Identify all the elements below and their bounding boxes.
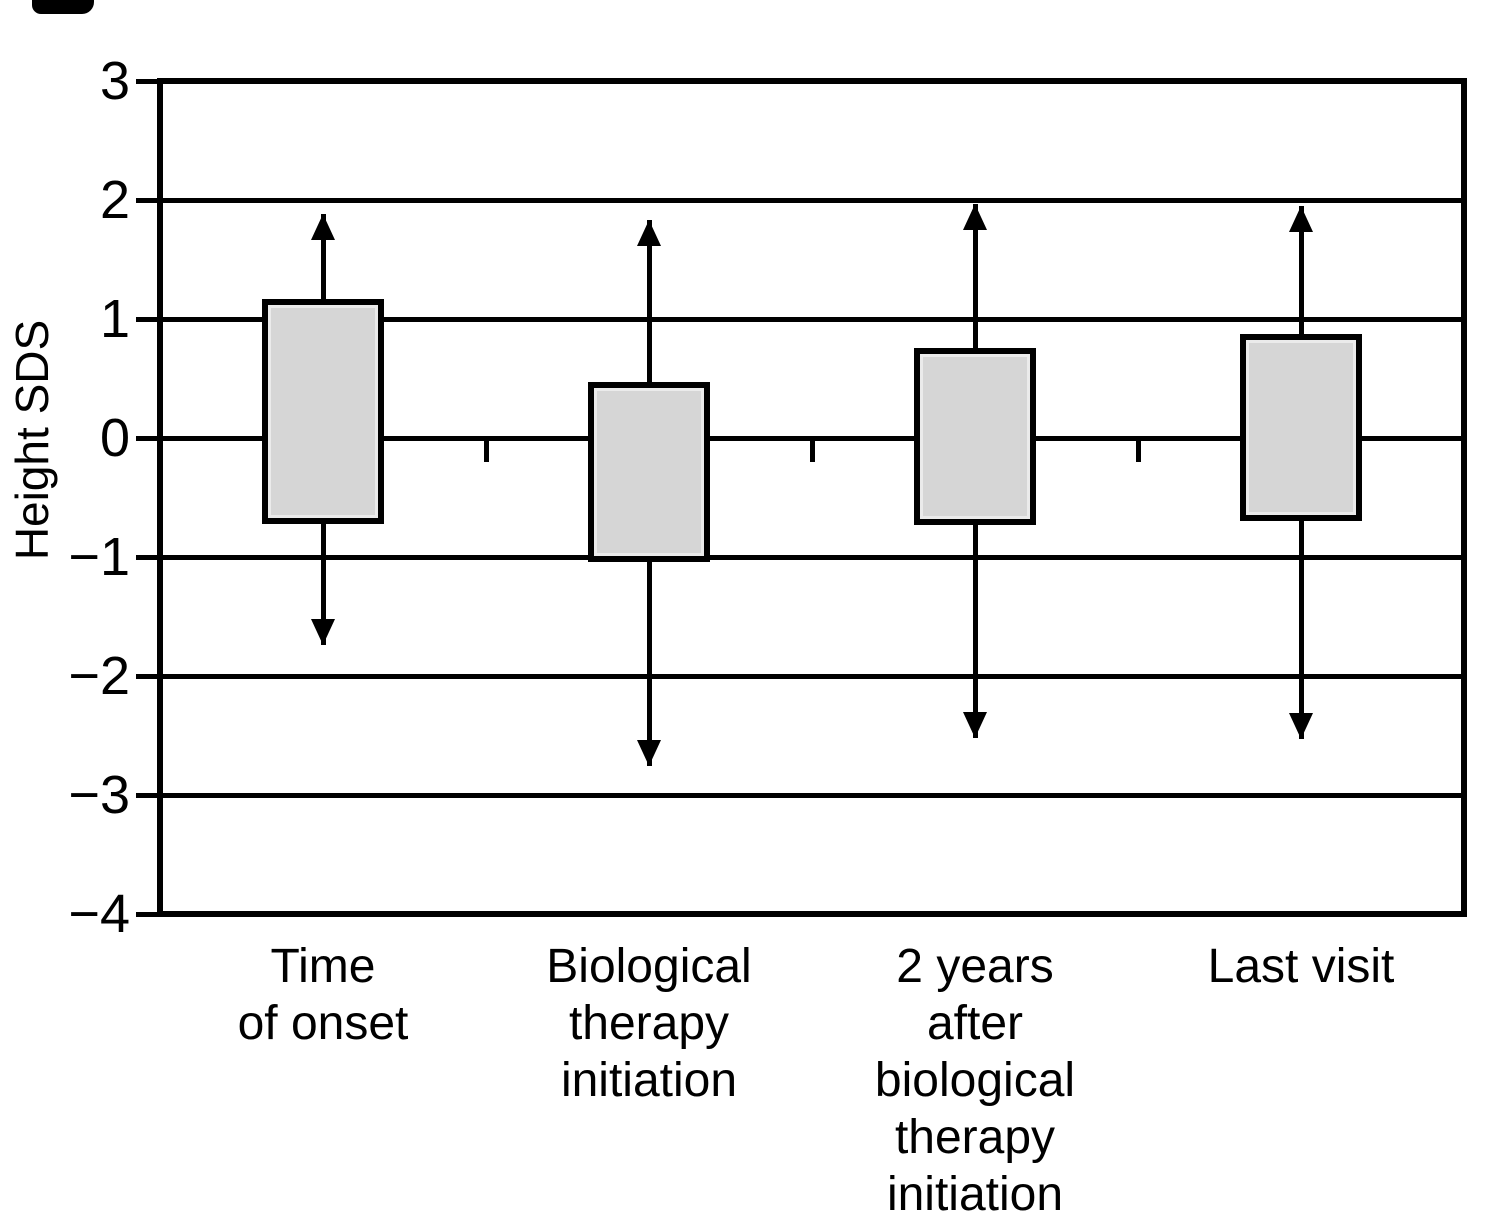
x-category-label-line: Time bbox=[270, 940, 376, 993]
gridline-y--2 bbox=[160, 673, 1464, 679]
x-category-label-line: biological bbox=[874, 1054, 1076, 1107]
x-category-label-line: therapy bbox=[894, 1111, 1056, 1164]
y-tick-label: −4 bbox=[68, 884, 130, 944]
gridline-y-1 bbox=[160, 316, 1464, 322]
y-tick-label: −1 bbox=[68, 527, 130, 587]
box bbox=[588, 382, 710, 562]
y-tick-1 bbox=[136, 316, 160, 322]
x-category-label: Last visit bbox=[1121, 938, 1481, 995]
x-category-label-line: 2 years bbox=[896, 940, 1054, 993]
arrowhead-up-icon bbox=[637, 220, 661, 247]
gridline-y--3 bbox=[160, 792, 1464, 798]
y-tick-3 bbox=[136, 78, 160, 84]
y-tick--1 bbox=[136, 554, 160, 560]
gridline-y--1 bbox=[160, 554, 1464, 560]
arrowhead-up-icon bbox=[1289, 205, 1313, 232]
arrowhead-up-icon bbox=[311, 214, 335, 241]
x-category-label: Biological therapy initiation bbox=[469, 938, 829, 1109]
box bbox=[914, 347, 1036, 525]
y-tick--4 bbox=[136, 911, 160, 917]
x-category-label-line: of onset bbox=[237, 997, 409, 1050]
y-tick-label: 1 bbox=[99, 289, 130, 349]
x-category-label-line: Last visit bbox=[1207, 940, 1395, 993]
arrowhead-down-icon bbox=[963, 711, 987, 738]
y-tick-label: −3 bbox=[68, 765, 130, 825]
y-tick-label: 0 bbox=[99, 408, 130, 468]
frame-top bbox=[157, 78, 1467, 84]
y-axis-line bbox=[157, 78, 163, 917]
x-category-label: Time of onset bbox=[143, 938, 503, 1052]
x-category-label-line: therapy bbox=[568, 997, 730, 1050]
box bbox=[262, 298, 384, 524]
x-tick-zero-line bbox=[809, 438, 815, 462]
frame-bottom bbox=[157, 911, 1467, 917]
box bbox=[1240, 334, 1362, 522]
x-category-label: 2 years after biological therapy initiation bbox=[795, 938, 1155, 1223]
y-tick-2 bbox=[136, 197, 160, 203]
crop-artifact-mark bbox=[32, 0, 94, 14]
x-category-label-line: Biological bbox=[546, 940, 752, 993]
x-category-label-line: initiation bbox=[886, 1168, 1064, 1221]
arrowhead-down-icon bbox=[311, 619, 335, 646]
x-tick-zero-line bbox=[483, 438, 489, 462]
y-tick-label: 2 bbox=[99, 170, 130, 230]
arrowhead-down-icon bbox=[637, 740, 661, 767]
frame-right bbox=[1461, 78, 1467, 917]
gridline-y-2 bbox=[160, 197, 1464, 203]
y-tick-0 bbox=[136, 435, 160, 441]
x-category-label-line: after bbox=[926, 997, 1024, 1050]
arrowhead-up-icon bbox=[963, 203, 987, 230]
y-tick--2 bbox=[136, 673, 160, 679]
arrowhead-down-icon bbox=[1289, 713, 1313, 740]
x-tick-zero-line bbox=[1135, 438, 1141, 462]
y-tick-label: 3 bbox=[99, 51, 130, 111]
y-tick--3 bbox=[136, 792, 160, 798]
x-category-label-line: initiation bbox=[560, 1054, 738, 1107]
y-tick-label: −2 bbox=[68, 646, 130, 706]
